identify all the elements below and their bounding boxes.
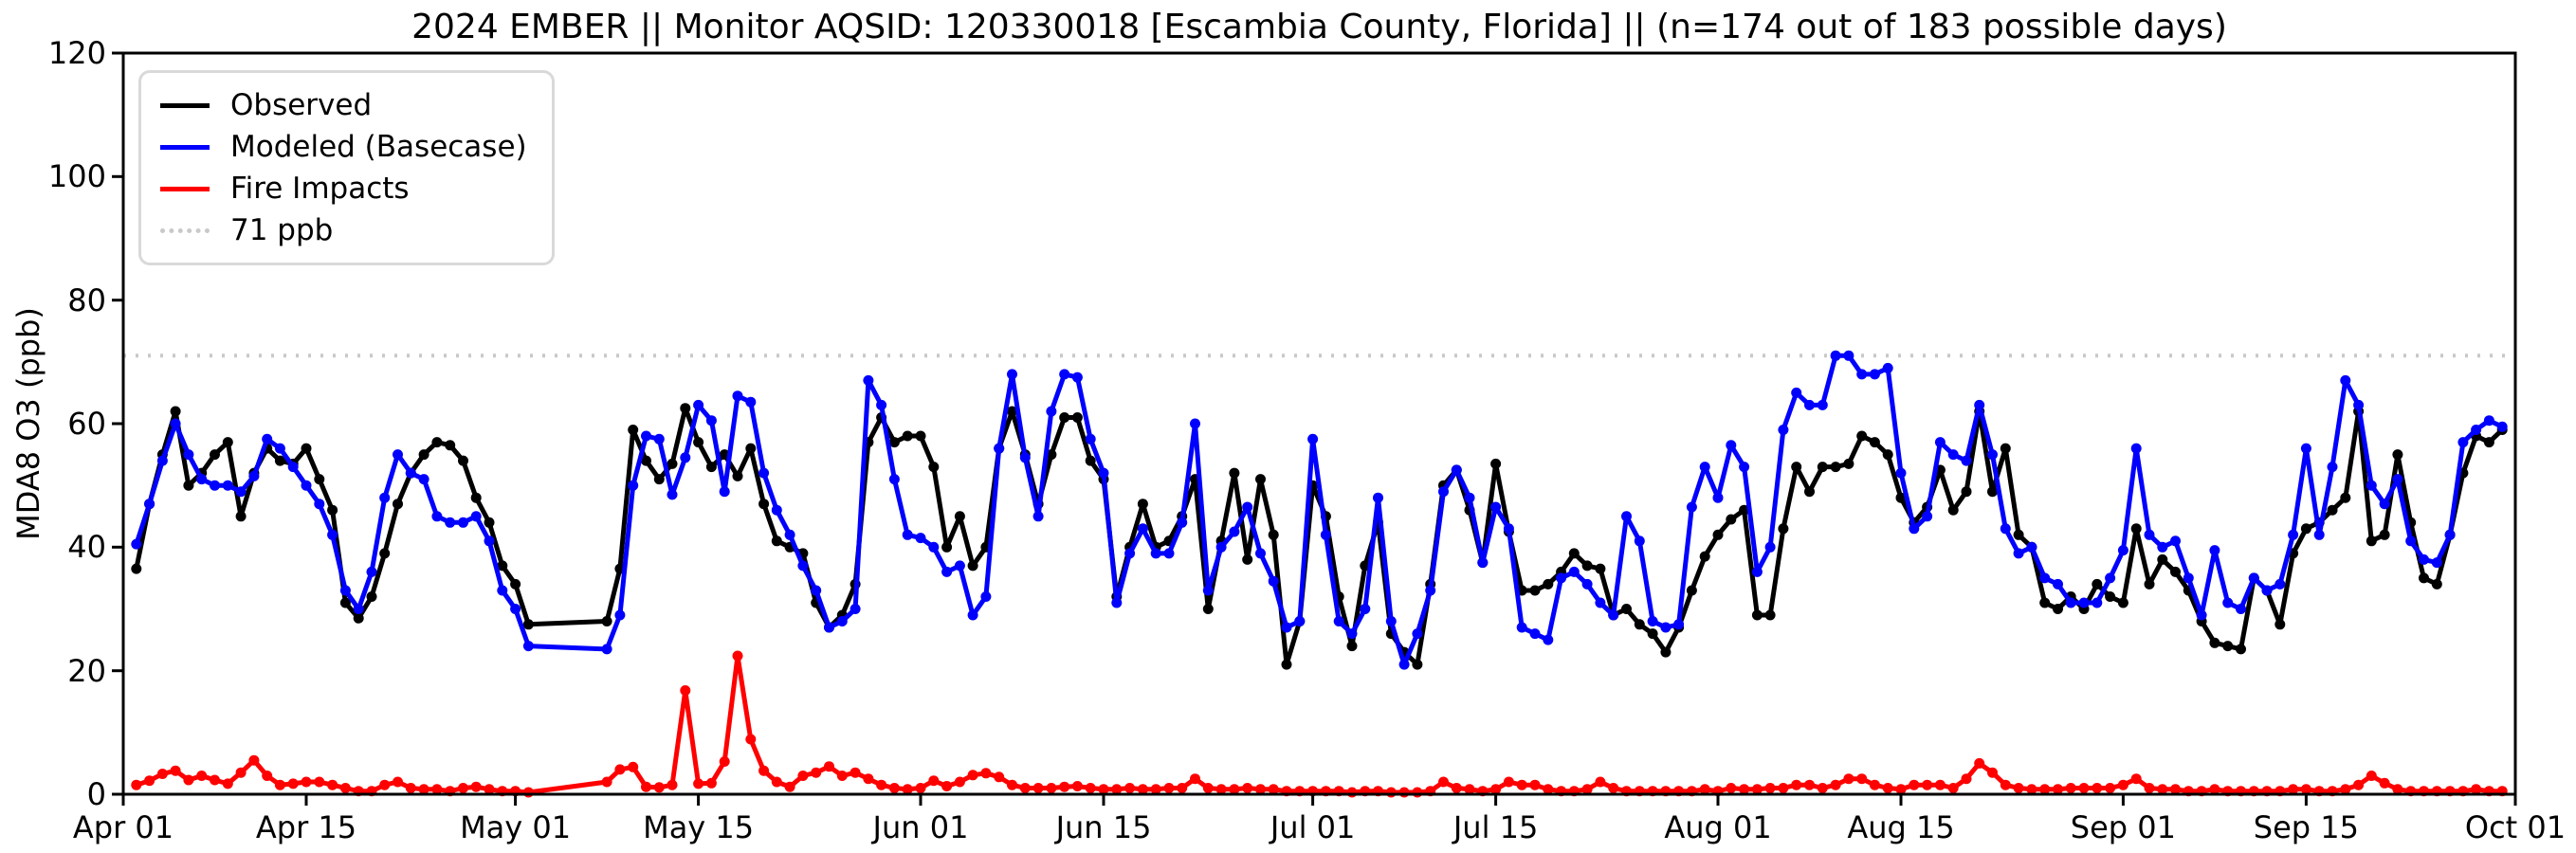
legend-label: 71 ppb — [230, 213, 334, 247]
x-tick-label: Sep 15 — [2253, 809, 2359, 845]
x-tick-label: Aug 01 — [1664, 809, 1772, 845]
legend-item-observed: Observed — [160, 84, 527, 126]
x-tick-label: Jun 15 — [1055, 809, 1152, 845]
x-tick-label: Sep 01 — [2070, 809, 2176, 845]
x-tick-label: Jun 01 — [872, 809, 969, 845]
x-tick-label: Oct 01 — [2464, 809, 2567, 845]
chart-title: 2024 EMBER || Monitor AQSID: 120330018 [… — [411, 8, 2227, 46]
y-tick-label: 20 — [67, 652, 106, 689]
y-tick-label: 60 — [67, 406, 106, 442]
series-markers-modeled-basecase — [131, 350, 2508, 670]
y-tick-label: 80 — [67, 281, 106, 318]
legend-label: Fire Impacts — [230, 172, 410, 206]
legend-item-fire: Fire Impacts — [160, 168, 527, 209]
legend-item-threshold: 71 ppb — [160, 209, 527, 251]
y-tick-label: 0 — [86, 776, 106, 812]
fire-line-sample — [160, 186, 210, 191]
x-tick-label: May 01 — [460, 809, 572, 845]
x-tick-label: May 15 — [643, 809, 755, 845]
legend: Observed Modeled (Basecase) Fire Impacts… — [138, 70, 555, 265]
x-tick-label: Jul 01 — [1270, 809, 1356, 845]
y-tick-label: 100 — [47, 158, 106, 195]
observed-line-sample — [160, 102, 210, 108]
legend-item-modeled: Modeled (Basecase) — [160, 126, 527, 168]
x-tick-label: Jul 15 — [1452, 809, 1539, 845]
series-markers-fire-impacts — [131, 650, 2508, 798]
tick-marks — [112, 51, 2517, 806]
threshold-line-sample — [160, 227, 210, 233]
modeled-line-sample — [160, 144, 210, 150]
legend-label: Observed — [230, 88, 373, 122]
x-tick-label: Apr 01 — [72, 809, 174, 845]
x-tick-label: Aug 15 — [1847, 809, 1955, 845]
x-tick-label: Apr 15 — [255, 809, 357, 845]
series-line-modeled-basecase — [134, 353, 2504, 667]
series-line-fire-impacts — [136, 653, 2503, 795]
y-tick-label: 40 — [67, 529, 106, 566]
y-tick-label: 120 — [47, 35, 106, 71]
legend-label: Modeled (Basecase) — [230, 130, 527, 164]
